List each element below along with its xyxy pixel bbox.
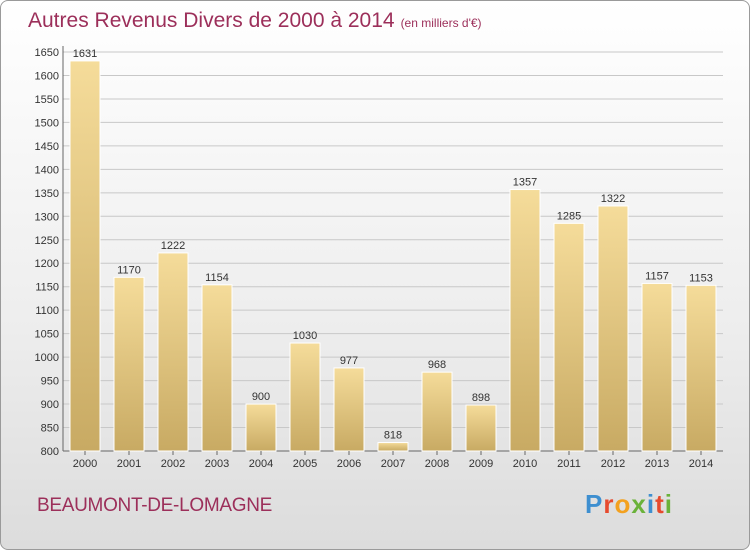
chart-title: Autres Revenus Divers de 2000 à 2014 (en … — [28, 9, 482, 33]
x-tick-label: 2005 — [293, 458, 317, 470]
x-tick-label: 2001 — [117, 458, 141, 470]
y-tick-label: 1150 — [35, 282, 59, 294]
y-tick-label: 1450 — [35, 141, 59, 153]
x-tick-label: 2012 — [601, 458, 625, 470]
bar — [641, 282, 673, 452]
bar — [201, 284, 233, 452]
y-tick-label: 1600 — [35, 70, 59, 82]
logo-letter: t — [655, 489, 665, 519]
y-tick-label: 800 — [41, 446, 59, 458]
bar-value-label: 1631 — [73, 48, 97, 60]
chart-subtitle: (en milliers d'€) — [400, 16, 482, 30]
logo-letter: i — [664, 489, 673, 519]
bar-value-label: 1157 — [645, 270, 669, 282]
bar — [421, 371, 453, 452]
y-tick-label: 1300 — [35, 211, 59, 223]
y-tick-label: 1350 — [35, 188, 59, 200]
x-tick-label: 2000 — [73, 458, 97, 470]
x-tick-label: 2014 — [689, 458, 713, 470]
chart-title-text: Autres Revenus Divers de 2000 à 2014 — [28, 9, 395, 32]
bar-value-label: 1322 — [601, 193, 625, 205]
bar — [245, 403, 277, 452]
bar — [69, 60, 101, 452]
y-tick-label: 1200 — [35, 258, 59, 270]
logo-letter: i — [646, 489, 656, 519]
logo-letter: P — [585, 489, 604, 519]
bar-value-label: 898 — [472, 392, 490, 404]
bar-value-label: 1030 — [293, 330, 317, 342]
bar — [289, 342, 321, 452]
bar-value-label: 1154 — [205, 272, 229, 284]
logo-letter: o — [614, 489, 632, 519]
x-tick-label: 2002 — [161, 458, 185, 470]
x-tick-label: 2011 — [557, 458, 581, 470]
x-tick-label: 2013 — [645, 458, 669, 470]
bar — [509, 189, 541, 452]
bar — [333, 367, 365, 452]
bar-value-label: 818 — [384, 430, 402, 442]
bar-value-label: 968 — [428, 359, 446, 371]
bar-value-label: 900 — [252, 391, 270, 403]
y-tick-label: 850 — [41, 423, 59, 435]
y-tick-label: 950 — [41, 376, 59, 388]
bar-value-label: 1222 — [161, 240, 185, 252]
bar — [377, 442, 409, 452]
bar — [465, 404, 497, 452]
bar — [157, 252, 189, 452]
bar-value-label: 1357 — [513, 177, 537, 189]
y-tick-label: 1050 — [35, 329, 59, 341]
bar-value-label: 1170 — [117, 264, 141, 276]
x-tick-label: 2007 — [381, 458, 405, 470]
x-tick-label: 2009 — [469, 458, 493, 470]
x-tick-label: 2010 — [513, 458, 537, 470]
x-tick-label: 2008 — [425, 458, 449, 470]
y-tick-label: 1500 — [35, 117, 59, 129]
x-tick-label: 2004 — [249, 458, 273, 470]
bar-value-label: 1153 — [689, 272, 713, 284]
x-tick-label: 2003 — [205, 458, 229, 470]
logo-letter: x — [631, 489, 647, 519]
logo-letter: r — [603, 489, 615, 519]
y-tick-label: 1250 — [35, 235, 59, 247]
y-tick-label: 1000 — [35, 352, 59, 364]
bar — [113, 276, 145, 452]
bar — [597, 205, 629, 452]
bar-value-label: 977 — [340, 355, 358, 367]
y-tick-label: 1650 — [35, 47, 59, 59]
bar-value-label: 1285 — [557, 210, 581, 222]
y-tick-label: 1100 — [35, 305, 59, 317]
x-tick-label: 2006 — [337, 458, 361, 470]
bar — [685, 284, 717, 452]
bar — [553, 222, 585, 452]
proxiti-logo[interactable]: Proxiti — [585, 489, 673, 520]
commune-name: BEAUMONT-DE-LOMAGNE — [37, 495, 272, 516]
y-tick-label: 900 — [41, 399, 59, 411]
y-tick-label: 1550 — [35, 94, 59, 106]
y-tick-label: 1400 — [35, 164, 59, 176]
